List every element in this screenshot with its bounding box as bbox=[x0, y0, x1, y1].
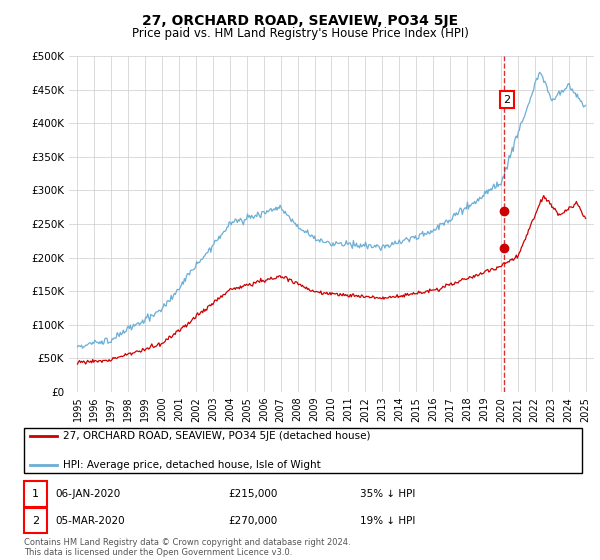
Text: £270,000: £270,000 bbox=[228, 516, 277, 526]
Text: 2: 2 bbox=[32, 516, 39, 526]
Text: Contains HM Land Registry data © Crown copyright and database right 2024.
This d: Contains HM Land Registry data © Crown c… bbox=[24, 538, 350, 557]
Text: 05-MAR-2020: 05-MAR-2020 bbox=[56, 516, 125, 526]
Text: 27, ORCHARD ROAD, SEAVIEW, PO34 5JE (detached house): 27, ORCHARD ROAD, SEAVIEW, PO34 5JE (det… bbox=[63, 431, 371, 441]
Text: 2: 2 bbox=[503, 95, 511, 105]
Text: 27, ORCHARD ROAD, SEAVIEW, PO34 5JE: 27, ORCHARD ROAD, SEAVIEW, PO34 5JE bbox=[142, 14, 458, 28]
Text: 1: 1 bbox=[32, 489, 39, 499]
Text: 19% ↓ HPI: 19% ↓ HPI bbox=[360, 516, 415, 526]
Text: Price paid vs. HM Land Registry's House Price Index (HPI): Price paid vs. HM Land Registry's House … bbox=[131, 27, 469, 40]
Text: 06-JAN-2020: 06-JAN-2020 bbox=[56, 489, 121, 499]
Text: HPI: Average price, detached house, Isle of Wight: HPI: Average price, detached house, Isle… bbox=[63, 460, 321, 470]
Text: £215,000: £215,000 bbox=[228, 489, 277, 499]
Text: 35% ↓ HPI: 35% ↓ HPI bbox=[360, 489, 415, 499]
